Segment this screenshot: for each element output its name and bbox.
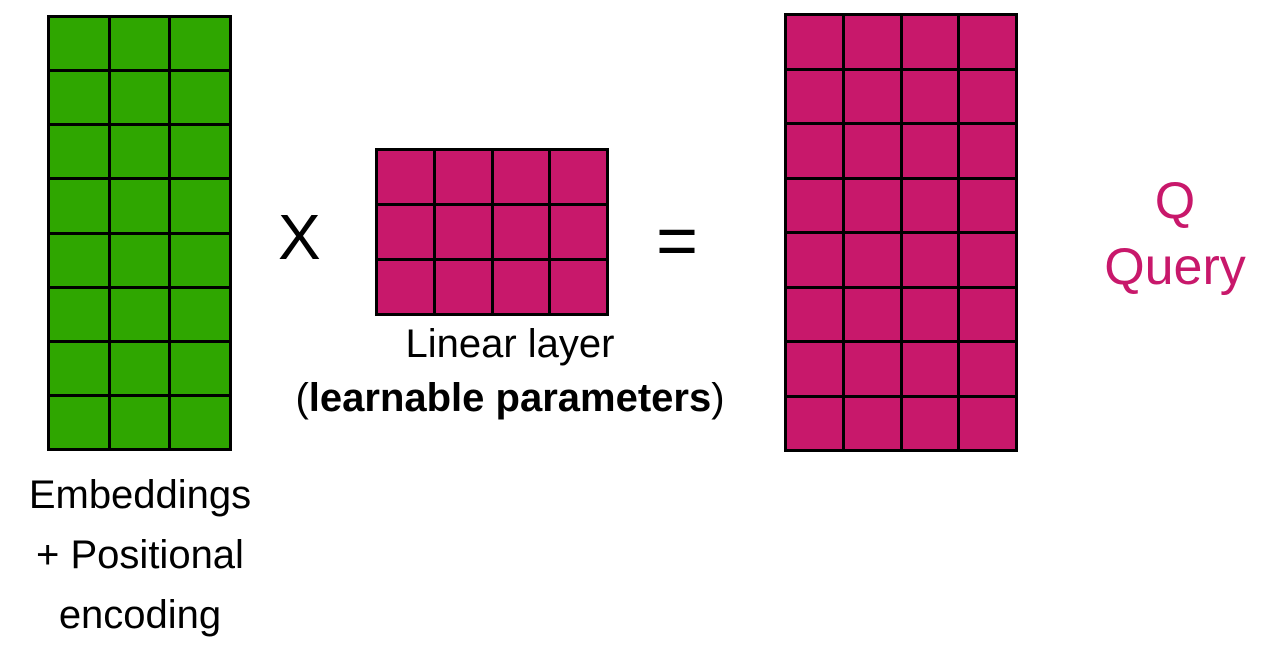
query-cell — [902, 397, 958, 449]
embedding-cell — [171, 180, 229, 232]
query-cell — [844, 125, 900, 177]
embedding-cell — [171, 342, 229, 394]
query-cell — [960, 125, 1015, 177]
embedding-cell — [50, 234, 108, 286]
query-label: Q Query — [1080, 168, 1270, 300]
embedding-cell — [50, 18, 108, 70]
learnable-parameters-text: learnable parameters — [308, 376, 712, 420]
embedding-cell — [171, 18, 229, 70]
query-cell — [787, 397, 842, 449]
query-cell — [844, 343, 900, 395]
embedding-cell — [110, 72, 169, 124]
query-cell — [960, 343, 1015, 395]
query-cell — [960, 288, 1015, 340]
paren-open: ( — [295, 376, 309, 420]
linear-layer-matrix — [375, 148, 609, 316]
query-cell — [787, 234, 842, 286]
query-cell — [844, 16, 900, 68]
query-cell — [960, 16, 1015, 68]
weight-cell — [435, 151, 491, 203]
embedding-cell — [50, 180, 108, 232]
multiply-operator: X — [278, 201, 321, 273]
weight-cell — [378, 206, 433, 258]
weight-cell — [493, 261, 549, 313]
query-name: Query — [1104, 238, 1246, 296]
embedding-cell — [110, 396, 169, 448]
query-cell — [787, 70, 842, 122]
embeddings-label-line: + Positional — [36, 533, 244, 577]
query-cell — [902, 179, 958, 231]
query-cell — [844, 70, 900, 122]
query-cell — [902, 16, 958, 68]
query-cell — [902, 288, 958, 340]
query-cell — [902, 234, 958, 286]
query-cell — [787, 288, 842, 340]
embedding-cell — [50, 126, 108, 178]
embedding-cell — [110, 342, 169, 394]
linear-layer-label-subtitle: (learnable parameters) — [240, 371, 780, 425]
query-cell — [960, 179, 1015, 231]
embeddings-matrix — [47, 15, 232, 451]
query-cell — [787, 343, 842, 395]
embeddings-label-line: Embeddings — [28, 473, 252, 517]
weight-cell — [493, 206, 549, 258]
query-cell — [902, 70, 958, 122]
query-cell — [902, 125, 958, 177]
embeddings-label: Embeddings + Positional encoding — [0, 465, 280, 645]
embedding-cell — [171, 396, 229, 448]
weight-cell — [378, 151, 433, 203]
embedding-cell — [171, 126, 229, 178]
equals-operator: = — [656, 201, 699, 281]
query-cell — [902, 343, 958, 395]
embedding-cell — [50, 72, 108, 124]
weight-cell — [551, 261, 606, 313]
query-cell — [960, 397, 1015, 449]
query-cell — [787, 125, 842, 177]
query-cell — [844, 234, 900, 286]
embedding-cell — [110, 288, 169, 340]
query-matrix — [784, 13, 1018, 452]
query-cell — [960, 234, 1015, 286]
embedding-cell — [50, 342, 108, 394]
embedding-cell — [110, 126, 169, 178]
weight-cell — [551, 151, 606, 203]
embeddings-label-line: encoding — [58, 593, 222, 637]
weight-cell — [378, 261, 433, 313]
linear-layer-label-title: Linear layer — [405, 322, 615, 366]
query-cell — [844, 179, 900, 231]
embedding-cell — [171, 288, 229, 340]
weight-cell — [435, 261, 491, 313]
weight-cell — [435, 206, 491, 258]
weight-cell — [493, 151, 549, 203]
embedding-cell — [50, 396, 108, 448]
query-cell — [960, 70, 1015, 122]
embedding-cell — [110, 18, 169, 70]
query-cell — [787, 179, 842, 231]
embedding-cell — [171, 72, 229, 124]
weight-cell — [551, 206, 606, 258]
embedding-cell — [50, 288, 108, 340]
query-cell — [787, 16, 842, 68]
embedding-cell — [171, 234, 229, 286]
paren-close: ) — [711, 376, 725, 420]
query-cell — [844, 397, 900, 449]
linear-layer-label: Linear layer (learnable parameters) — [240, 317, 780, 425]
query-symbol: Q — [1154, 172, 1196, 230]
query-cell — [844, 288, 900, 340]
embedding-cell — [110, 180, 169, 232]
embedding-cell — [110, 234, 169, 286]
